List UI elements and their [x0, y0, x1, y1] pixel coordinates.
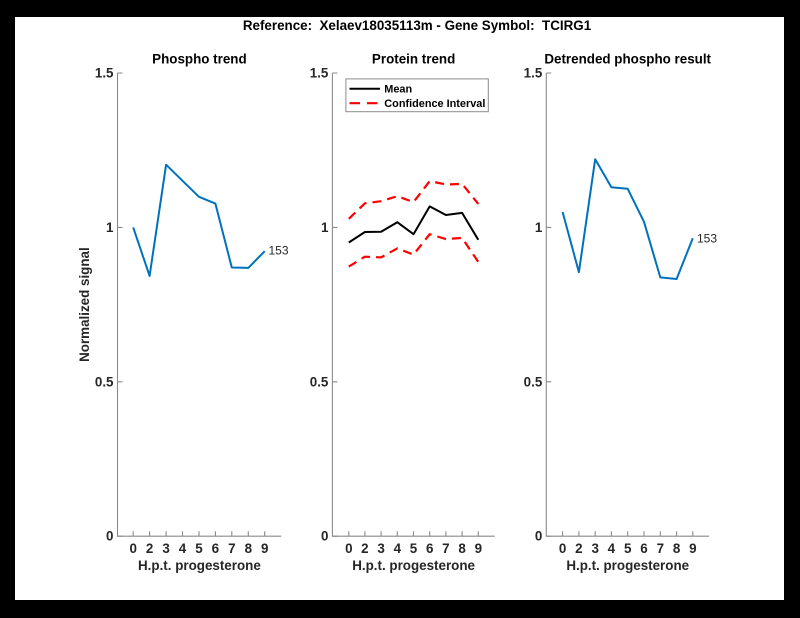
svg-text:0.5: 0.5	[310, 374, 329, 389]
svg-text:1.5: 1.5	[524, 66, 543, 81]
svg-text:Mean: Mean	[384, 84, 412, 96]
svg-text:7: 7	[228, 541, 235, 556]
svg-text:5: 5	[410, 541, 418, 556]
svg-text:H.p.t. progesterone: H.p.t. progesterone	[566, 558, 689, 573]
svg-text:6: 6	[640, 541, 647, 556]
svg-text:8: 8	[458, 541, 466, 556]
svg-text:4: 4	[394, 541, 402, 556]
svg-text:Reference: Xelaev18035113m -: Reference: Xelaev18035113m - Gene Symbol…	[243, 18, 592, 33]
svg-text:9: 9	[689, 541, 696, 556]
svg-text:5: 5	[195, 541, 203, 556]
svg-text:1: 1	[321, 220, 329, 235]
svg-text:5: 5	[624, 541, 632, 556]
svg-text:0: 0	[321, 529, 328, 544]
svg-text:0.5: 0.5	[95, 374, 114, 389]
svg-text:2: 2	[146, 541, 153, 556]
svg-text:6: 6	[426, 541, 433, 556]
svg-text:0: 0	[345, 541, 352, 556]
svg-text:1.5: 1.5	[310, 66, 329, 81]
svg-text:8: 8	[673, 541, 681, 556]
svg-text:3: 3	[377, 541, 384, 556]
svg-text:Protein trend: Protein trend	[372, 51, 455, 66]
svg-text:Confidence Interval: Confidence Interval	[384, 98, 485, 110]
svg-text:0.5: 0.5	[524, 374, 543, 389]
svg-text:Phospho trend: Phospho trend	[152, 51, 246, 66]
svg-text:4: 4	[179, 541, 187, 556]
svg-text:153: 153	[269, 244, 289, 258]
svg-text:0: 0	[106, 529, 113, 544]
svg-text:1: 1	[535, 220, 543, 235]
svg-text:H.p.t. progesterone: H.p.t. progesterone	[352, 558, 475, 573]
svg-text:4: 4	[608, 541, 616, 556]
svg-text:153: 153	[697, 232, 717, 246]
svg-text:2: 2	[361, 541, 368, 556]
svg-text:Normalized signal: Normalized signal	[77, 247, 92, 362]
svg-text:0: 0	[559, 541, 566, 556]
svg-text:9: 9	[261, 541, 268, 556]
svg-text:Detrended phospho result: Detrended phospho result	[544, 51, 711, 66]
svg-text:3: 3	[591, 541, 598, 556]
svg-text:3: 3	[162, 541, 169, 556]
svg-text:6: 6	[212, 541, 219, 556]
svg-text:9: 9	[475, 541, 482, 556]
svg-text:1.5: 1.5	[95, 66, 114, 81]
svg-text:1: 1	[106, 220, 114, 235]
svg-text:0: 0	[535, 529, 542, 544]
svg-text:7: 7	[657, 541, 664, 556]
svg-text:2: 2	[575, 541, 582, 556]
svg-text:H.p.t. progesterone: H.p.t. progesterone	[138, 558, 261, 573]
svg-text:0: 0	[129, 541, 136, 556]
svg-text:7: 7	[442, 541, 449, 556]
svg-text:8: 8	[245, 541, 253, 556]
